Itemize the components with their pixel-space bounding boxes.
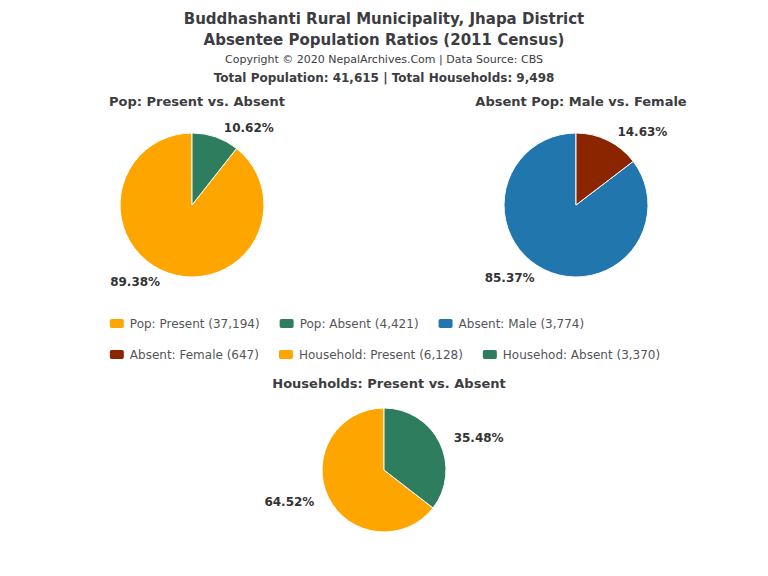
svg-text:Absent: Male (3,774): Absent: Male (3,774) bbox=[459, 317, 585, 331]
svg-text:14.63%: 14.63% bbox=[617, 125, 667, 139]
svg-text:35.48%: 35.48% bbox=[454, 431, 504, 445]
svg-text:Pop: Present vs. Absent: Pop: Present vs. Absent bbox=[109, 94, 285, 109]
svg-text:64.52%: 64.52% bbox=[264, 495, 314, 509]
svg-text:85.37%: 85.37% bbox=[485, 271, 535, 285]
svg-text:Total Population: 41,615 | Tot: Total Population: 41,615 | Total Househo… bbox=[214, 71, 555, 85]
svg-text:Household: Present (6,128): Household: Present (6,128) bbox=[299, 348, 463, 362]
svg-text:89.38%: 89.38% bbox=[110, 275, 160, 289]
svg-text:Pop: Present (37,194): Pop: Present (37,194) bbox=[130, 317, 260, 331]
svg-text:Absentee Population Ratios (20: Absentee Population Ratios (2011 Census) bbox=[204, 31, 565, 49]
svg-text:Copyright © 2020 NepalArchives: Copyright © 2020 NepalArchives.Com | Dat… bbox=[225, 53, 543, 66]
svg-text:Househod: Absent (3,370): Househod: Absent (3,370) bbox=[503, 348, 660, 362]
svg-text:Pop: Absent (4,421): Pop: Absent (4,421) bbox=[300, 317, 419, 331]
svg-text:Households: Present vs. Absent: Households: Present vs. Absent bbox=[272, 376, 505, 391]
svg-text:Buddhashanti Rural Municipalit: Buddhashanti Rural Municipality, Jhapa D… bbox=[184, 10, 585, 28]
svg-text:Absent Pop: Male vs. Female: Absent Pop: Male vs. Female bbox=[475, 94, 687, 109]
svg-text:Absent: Female (647): Absent: Female (647) bbox=[130, 348, 259, 362]
svg-text:10.62%: 10.62% bbox=[224, 121, 274, 135]
